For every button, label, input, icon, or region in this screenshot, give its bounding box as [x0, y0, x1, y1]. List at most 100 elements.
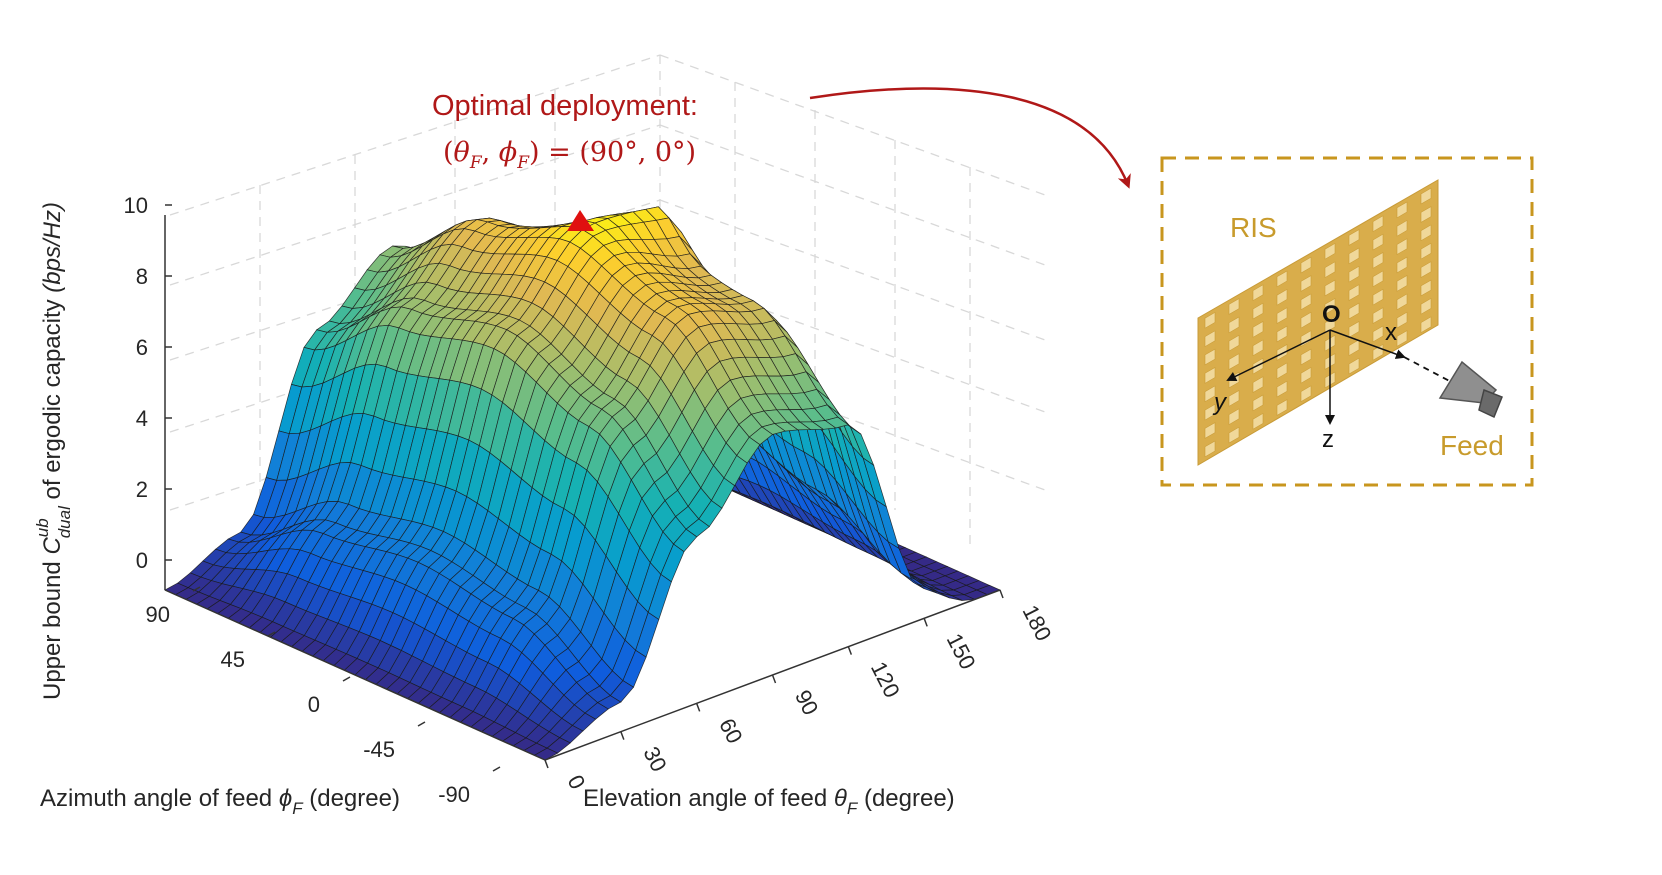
theta-tick-label: 30: [638, 743, 671, 776]
ris-cell: [1252, 321, 1264, 338]
ris-cell: [1420, 316, 1432, 334]
y-label: y: [1212, 389, 1228, 416]
phi-label-prefix: Azimuth angle of feed: [40, 785, 279, 812]
theta-tick-mark: [695, 703, 701, 712]
z-label-sub: dual: [55, 505, 74, 538]
theta-tick-mark: [620, 731, 625, 740]
theta-tick-label: 120: [866, 658, 905, 702]
ris-cell: [1372, 325, 1384, 343]
ris-cell: [1348, 321, 1360, 338]
phi-tick-mark: [417, 721, 426, 727]
ris-cell: [1420, 187, 1432, 205]
phi-tick-mark: [492, 766, 501, 772]
ris-cell: [1276, 399, 1288, 416]
z-tick-label: 10: [124, 193, 148, 218]
phi-tick-label: -90: [438, 782, 470, 807]
feed-label: Feed: [1440, 430, 1504, 461]
origin-label: O: [1322, 301, 1341, 328]
ris-cell: [1276, 270, 1288, 288]
phi-tick-label: 45: [221, 647, 245, 672]
eq-value: (90°, 0°): [579, 137, 696, 168]
phi-tick-label: -45: [363, 737, 395, 762]
theta-tick-label: 180: [1018, 601, 1057, 645]
theta-tick-mark: [771, 674, 777, 684]
ris-cell: [1300, 275, 1312, 292]
ris-cell: [1324, 298, 1336, 315]
ris-cell: [1372, 270, 1384, 288]
ris-cell: [1324, 261, 1336, 279]
ris-cell: [1396, 219, 1408, 237]
ris-inset: RIS O y z x Feed: [1160, 156, 1534, 487]
ris-cell: [1204, 330, 1216, 348]
annotation-equation: (θF, ϕF) = (90°, 0°): [443, 137, 696, 173]
ris-cell: [1276, 362, 1288, 380]
z-label: z: [1322, 426, 1334, 453]
z-label-units: (bps/Hz): [39, 202, 66, 293]
theta-tick-mark: [544, 759, 549, 769]
ris-cell: [1204, 348, 1216, 366]
ris-cell: [1348, 357, 1360, 375]
ris-cell: [1324, 279, 1336, 297]
max-point-marker: [567, 210, 594, 231]
eq-phi: ϕ: [499, 137, 517, 168]
ris-cell: [1324, 316, 1336, 334]
ris-cell: [1300, 366, 1312, 384]
ris-cell: [1204, 440, 1216, 458]
ris-cell: [1372, 215, 1384, 233]
ris-cell: [1396, 201, 1408, 219]
ris-cell: [1348, 265, 1360, 283]
inset-frame: [1160, 156, 1534, 487]
ris-cell: [1372, 233, 1384, 251]
ris-cell: [1228, 408, 1240, 426]
ris-cell: [1228, 316, 1240, 334]
theta-tick-mark: [999, 589, 1004, 599]
ris-cell: [1348, 284, 1360, 301]
ris-cell: [1300, 256, 1312, 274]
phi-tick-label: 0: [308, 692, 320, 717]
ris-cell: [1300, 293, 1312, 311]
ris-cell: [1276, 325, 1288, 343]
phi-tick-mark: [267, 631, 276, 637]
z-ticks: 0 2 4 6 8 10: [124, 193, 172, 573]
phi-axis-label: Azimuth angle of feed ϕF (degree): [40, 785, 400, 818]
z-tick-label: 4: [136, 406, 148, 431]
ris-cell: [1324, 242, 1336, 260]
ris-cell: [1252, 339, 1264, 357]
z-tick-label: 0: [136, 548, 148, 573]
ris-cell: [1420, 297, 1432, 315]
ris-cell: [1204, 311, 1216, 329]
ris-cell: [1300, 385, 1312, 403]
z-label-sup: ub: [33, 518, 52, 537]
ris-cell: [1396, 311, 1408, 329]
ris-cell: [1396, 275, 1408, 292]
ris-cell: [1372, 288, 1384, 306]
eq-open: (: [443, 137, 454, 168]
theta-label-suffix: (degree): [857, 785, 954, 812]
theta-tick-mark: [923, 618, 928, 627]
surface-mesh: [164, 206, 1001, 761]
feed-horn-icon: [1438, 360, 1503, 419]
annotation-arrow: [809, 87, 1131, 189]
x-label: x: [1385, 319, 1397, 346]
ris-cell: [1396, 238, 1408, 255]
z-tick-label: 6: [136, 335, 148, 360]
ris-cell: [1396, 293, 1408, 311]
annotation-title: Optimal deployment:: [432, 90, 698, 122]
theta-axis-label: Elevation angle of feed θF (degree): [583, 785, 955, 818]
ris-cell: [1420, 279, 1432, 297]
theta-label-symbol: θ: [834, 785, 847, 812]
ris-cell: [1348, 229, 1360, 246]
phi-label-suffix: (degree): [303, 785, 400, 812]
phi-tick-mark: [342, 676, 351, 682]
theta-tick-label: 60: [714, 714, 747, 747]
ris-cell: [1204, 422, 1216, 439]
eq-theta-sub: F: [469, 153, 483, 173]
ris-cell: [1276, 307, 1288, 324]
feed-line: [1403, 356, 1458, 386]
ris-cell: [1252, 376, 1264, 393]
z-tick-label: 2: [136, 477, 148, 502]
eq-phi-sub: F: [516, 153, 530, 173]
eq-sep: ,: [482, 137, 499, 168]
